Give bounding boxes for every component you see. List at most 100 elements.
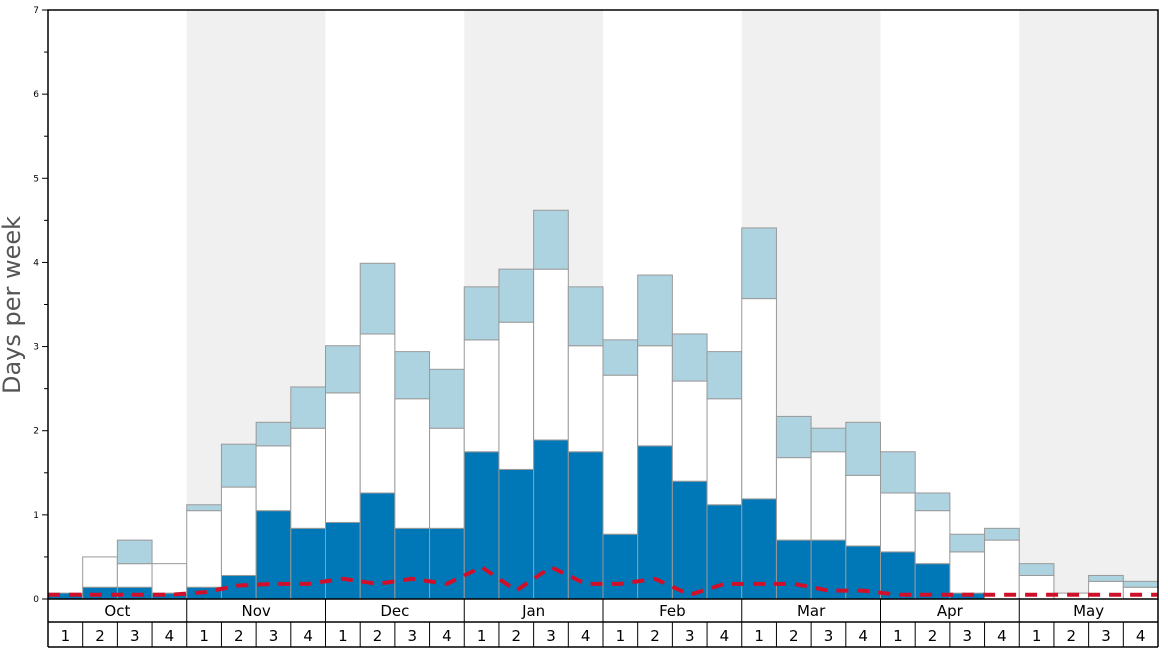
bar-middle-mar-w2	[775, 457, 812, 541]
bar-middle-nov-w1	[186, 510, 222, 588]
y-tick-label: 6	[33, 90, 39, 100]
bar-middle-mar-w3	[810, 451, 847, 541]
month-label-may: May	[1073, 602, 1104, 620]
week-label: 2	[95, 627, 105, 645]
month-label-jan: Jan	[521, 602, 545, 620]
bar-middle-feb-w2	[637, 345, 673, 447]
bar-dark-jan-w4	[567, 451, 604, 600]
bar-middle-oct-w2	[82, 556, 118, 588]
week-label: 3	[130, 627, 140, 645]
bar-light-nov-w3	[255, 421, 292, 447]
y-tick-label: 3	[33, 343, 39, 353]
y-axis-title: Days per week	[0, 216, 26, 394]
bar-middle-feb-w4	[706, 398, 743, 506]
bar-middle-apr-w3	[949, 551, 986, 594]
week-label: 1	[893, 627, 903, 645]
bar-middle-feb-w1	[602, 374, 639, 535]
week-label: 1	[477, 627, 487, 645]
bar-middle-dec-w3	[394, 398, 431, 529]
bar-middle-feb-w3	[671, 380, 708, 482]
bar-dark-mar-w2	[775, 539, 812, 600]
bar-dark-feb-w1	[602, 533, 639, 600]
week-label: 1	[199, 627, 209, 645]
month-label-apr: Apr	[937, 602, 964, 620]
bar-light-nov-w2	[220, 443, 257, 488]
bar-light-mar-w2	[775, 415, 812, 459]
bar-light-jan-w2	[498, 268, 535, 323]
week-label: 3	[546, 627, 556, 645]
week-label: 4	[720, 627, 730, 645]
bar-middle-nov-w3	[255, 445, 292, 512]
bar-middle-mar-w1	[741, 298, 777, 500]
week-label: 1	[61, 627, 71, 645]
bar-middle-jan-w3	[533, 268, 569, 441]
x-axis: Oct Nov Dec Jan Feb Mar Apr May 1 2 3 4 1 2 3 4 1 2 3 4 1 2 3 4…	[47, 599, 1159, 648]
bar-light-jan-w1	[463, 286, 500, 341]
bar-middle-jan-w2	[498, 321, 535, 470]
y-axis: 0 1 2 3 4 5 6 7	[33, 6, 48, 605]
y-tick-label: 1	[33, 511, 39, 521]
week-label: 4	[165, 627, 175, 645]
bar-dark-feb-w2	[637, 445, 673, 600]
week-label: 2	[789, 627, 799, 645]
week-label: 4	[1136, 627, 1146, 645]
week-label: 3	[269, 627, 279, 645]
bar-light-apr-w2	[914, 492, 951, 512]
y-tick-label: 7	[33, 6, 39, 16]
bar-middle-oct-w4	[151, 563, 188, 594]
bar-light-jan-w3	[533, 209, 569, 270]
bar-dark-jan-w1	[463, 451, 500, 600]
week-label: 3	[407, 627, 417, 645]
bar-middle-jan-w1	[463, 339, 500, 453]
bar-middle-oct-w3	[116, 563, 153, 588]
bar-dark-nov-w4	[290, 527, 326, 600]
week-label: 1	[616, 627, 626, 645]
average-line	[48, 564, 1158, 597]
bar-middle-dec-w2	[359, 333, 396, 494]
month-label-dec: Dec	[380, 602, 409, 620]
bar-light-mar-w4	[845, 421, 881, 476]
bar-light-may-w4	[1122, 580, 1159, 588]
bar-dark-dec-w4	[429, 527, 465, 600]
y-tick-label: 2	[33, 427, 39, 437]
bar-light-apr-w1	[880, 451, 916, 494]
y-tick-label: 0	[33, 595, 39, 605]
bar-dark-jan-w2	[498, 468, 535, 600]
month-label-oct: Oct	[104, 602, 130, 620]
bar-light-jan-w4	[567, 286, 604, 347]
y-tick-label: 4	[33, 258, 39, 268]
bars	[47, 209, 1159, 600]
week-label: 4	[997, 627, 1007, 645]
bar-middle-jan-w4	[567, 345, 604, 453]
bar-middle-dec-w1	[325, 392, 361, 523]
week-label: 3	[1101, 627, 1111, 645]
bar-middle-nov-w2	[220, 486, 257, 576]
bar-light-apr-w3	[949, 533, 986, 553]
week-label: 4	[581, 627, 591, 645]
average-line-path	[48, 564, 1158, 597]
week-label: 2	[1067, 627, 1077, 645]
bar-dark-dec-w1	[325, 521, 361, 600]
bar-middle-apr-w1	[880, 492, 916, 553]
bar-light-feb-w3	[671, 333, 708, 382]
month-label-feb: Feb	[659, 602, 686, 620]
bar-middle-mar-w4	[845, 474, 881, 547]
bar-light-apr-w4	[984, 527, 1020, 541]
week-label: 2	[650, 627, 660, 645]
bar-light-dec-w3	[394, 351, 431, 400]
week-label: 3	[962, 627, 972, 645]
week-label: 3	[685, 627, 695, 645]
week-label: 2	[928, 627, 938, 645]
week-label: 4	[858, 627, 868, 645]
week-label: 2	[234, 627, 244, 645]
bar-middle-apr-w4	[984, 539, 1020, 600]
bar-light-feb-w2	[637, 274, 673, 347]
week-label: 1	[1032, 627, 1042, 645]
bar-light-feb-w4	[706, 351, 743, 400]
week-label: 2	[512, 627, 522, 645]
bar-light-dec-w4	[429, 368, 465, 429]
bar-light-nov-w1	[186, 504, 222, 512]
bar-light-mar-w3	[810, 427, 847, 453]
bar-light-mar-w1	[741, 227, 777, 300]
